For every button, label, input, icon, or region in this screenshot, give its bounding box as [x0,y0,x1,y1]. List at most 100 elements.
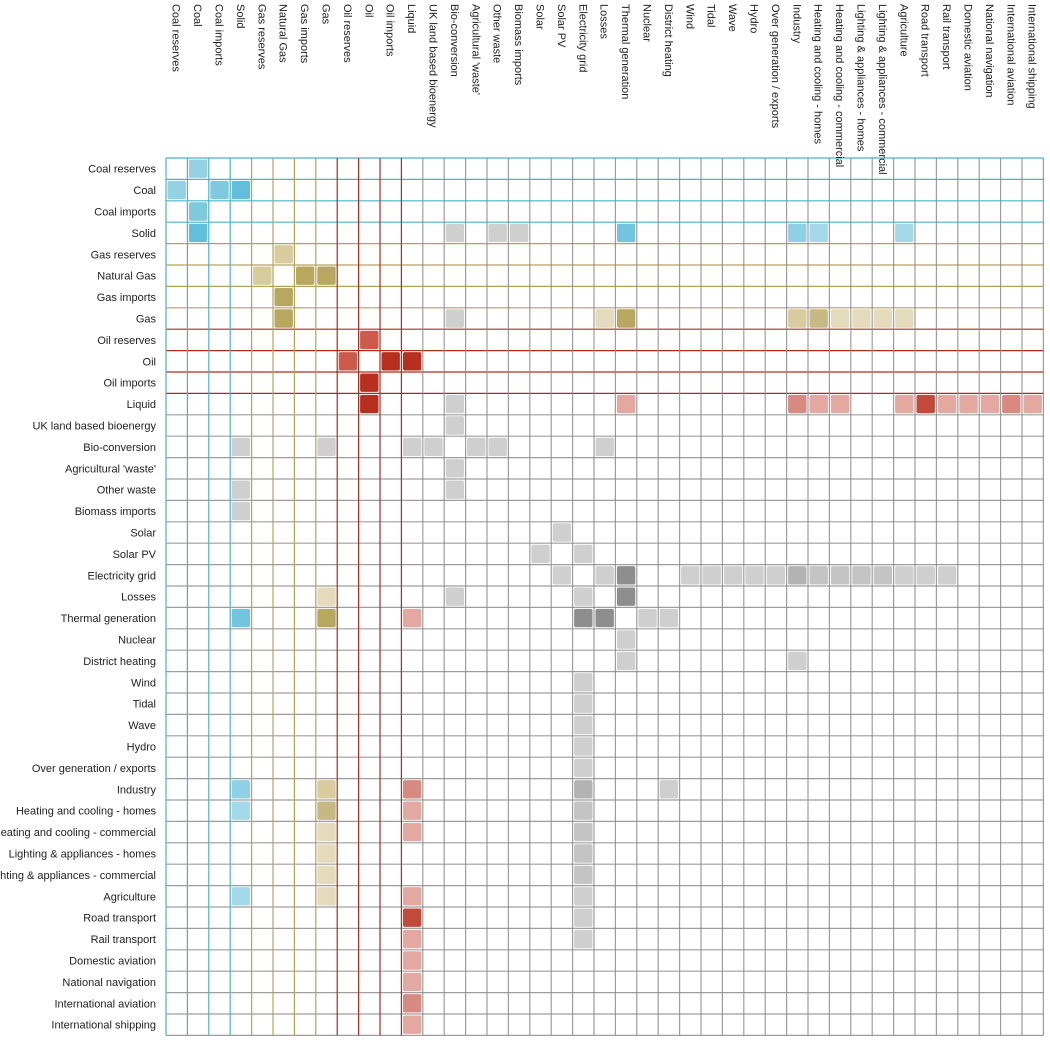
matrix-cell [659,780,679,799]
matrix-cell [509,223,529,243]
matrix-cell [873,566,893,585]
row-label: Other waste [97,485,156,497]
column-labels: Coal reserves Coal Coal imports Solid Gas re… [170,4,1038,175]
matrix-cell [445,394,465,414]
matrix-cell [595,437,614,457]
matrix-cell [916,394,935,414]
row-label: International shipping [51,1020,156,1032]
matrix-cell [1023,394,1042,414]
row-label: Nuclear [118,635,156,647]
column-label: National navigation [983,4,995,98]
column-label: Oil imports [384,4,396,57]
matrix-cell [231,780,251,799]
matrix-cell [210,180,229,200]
column-label: Road transport [919,4,931,77]
row-label: Heating and cooling - homes [16,806,157,818]
matrix-cell [574,908,593,927]
row-label: Lighting & appliances - homes [9,849,157,861]
matrix-cell [488,223,507,243]
column-label: Solid [234,4,246,28]
matrix-cell [916,566,935,585]
matrix-cell [231,608,251,628]
column-label: UK land based bioenergy [427,4,439,128]
row-label: Oil reserves [97,335,156,347]
matrix-cell [766,566,786,585]
column-label: Natural Gas [277,4,289,63]
column-label: Gas [320,4,332,25]
column-label: Heating and cooling - homes [812,4,824,145]
matrix-cell [574,865,593,885]
row-label: Gas imports [97,292,157,304]
row-label: Oil [143,356,156,368]
matrix-cell [274,245,293,264]
matrix-cell [895,566,914,585]
matrix-cell [809,566,828,585]
matrix-cell [317,801,336,820]
matrix-cell [317,822,336,842]
matrix-cell [830,566,850,585]
matrix-cell [338,352,358,371]
matrix-cell [895,309,914,328]
matrix-cell [231,480,251,499]
column-label: Hydro [748,4,760,33]
matrix-cell [616,630,636,649]
matrix-cell [402,352,422,371]
matrix-cell [317,887,336,906]
row-label: Road transport [83,913,156,925]
matrix-cell [574,673,593,692]
row-label: Heating and cooling - commercial [0,827,156,839]
column-label: District heating [662,4,674,77]
row-label: Oil imports [103,378,156,390]
column-label: Wind [683,4,695,29]
matrix-cell [381,352,400,371]
grid-lines [165,157,1045,1037]
column-label: Rail transport [940,4,952,69]
matrix-cell [274,287,293,307]
row-label: Wind [131,677,156,689]
column-label: Coal reserves [170,4,182,72]
matrix-cell [231,887,251,906]
row-label: Gas reserves [91,249,157,261]
matrix-cell [317,608,336,628]
row-label: Biomass imports [75,506,157,518]
row-label: International aviation [54,998,156,1010]
matrix-cell [574,587,593,606]
column-label: Gas imports [298,4,310,64]
column-label: Lighting & appliances - homes [855,4,867,152]
matrix-cell [360,373,379,392]
matrix-cell [402,801,422,820]
row-label: District heating [83,656,156,668]
row-label: National navigation [62,977,156,989]
matrix-cell [445,223,465,243]
column-label: Tidal [705,4,717,27]
matrix-cell [809,394,828,414]
matrix-cell [445,459,465,478]
column-label: Oil reserves [341,4,353,63]
column-label: International aviation [1004,4,1016,106]
column-label: Solar [534,4,546,30]
matrix-cell [745,566,764,585]
matrix-cell [616,394,636,414]
matrix-cell [574,608,593,628]
matrix-cell [702,566,721,585]
matrix-cell [445,309,465,328]
matrix-cell [231,437,251,457]
column-label: Domestic aviation [962,4,974,91]
matrix-cell [467,437,486,457]
matrix-cell [1002,394,1021,414]
row-label: Tidal [133,699,156,711]
matrix-cell [574,801,593,820]
matrix-cell [445,416,465,435]
row-label: Thermal generation [61,613,156,625]
matrix-cell [402,780,422,799]
matrix-cell [402,951,422,970]
matrix-cell [852,309,871,328]
matrix-cell [317,437,336,457]
column-label: Over generation / exports [769,4,781,129]
row-label: Solar PV [113,549,157,561]
column-label: Losses [598,4,610,39]
matrix-cell [788,394,807,414]
matrix-cells [167,159,1042,1034]
matrix-cell [360,394,379,414]
row-label: Agriculture [103,891,156,903]
